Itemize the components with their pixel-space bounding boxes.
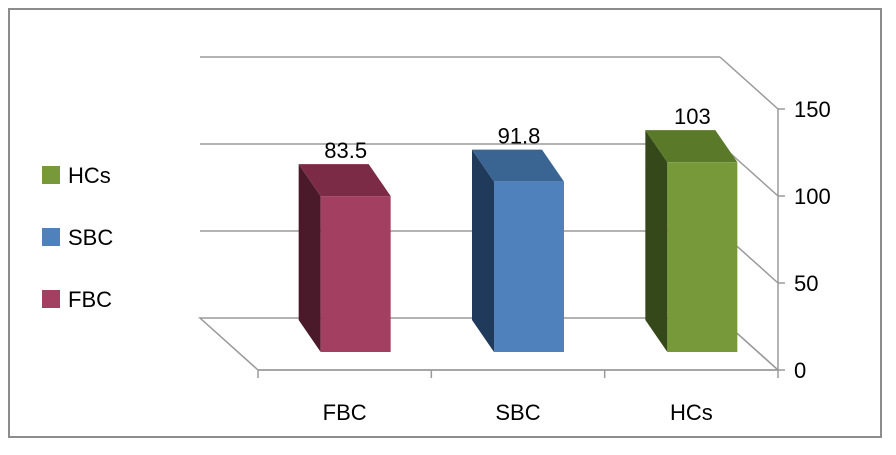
- chart-frame: [8, 8, 882, 438]
- bar-SBC: [494, 181, 564, 352]
- bar-side-HCs: [645, 130, 668, 352]
- legend-swatch-HCs: [42, 166, 60, 184]
- labels-layer: 83.5 FBC 91.8 SBC 103 HCs: [323, 104, 713, 425]
- bar-FBC: [320, 196, 391, 352]
- legend-swatch-SBC: [42, 228, 60, 246]
- bar-HCs: [667, 162, 738, 352]
- legend-label-SBC: SBC: [68, 225, 113, 250]
- y-tick-label-100: 100: [794, 184, 831, 209]
- x-tick-label-SBC: SBC: [495, 400, 540, 425]
- legend-label-HCs: HCs: [68, 163, 111, 188]
- y-tick-label-0: 0: [794, 358, 806, 383]
- x-tick-label-FBC: FBC: [323, 400, 367, 425]
- bar-side-FBC: [298, 164, 321, 352]
- legend-swatch-FBC: [42, 290, 60, 308]
- bar-top-SBC: [472, 149, 564, 182]
- legend-layer: HCs SBC FBC: [42, 163, 113, 312]
- y-tick-label-150: 150: [794, 97, 831, 122]
- axes-layer: 0 50 100 150: [257, 97, 831, 383]
- data-label-FBC: 83.5: [324, 138, 367, 163]
- grid-layer: [198, 56, 780, 371]
- gridline-side-150: [719, 56, 779, 110]
- legend-label-FBC: FBC: [68, 287, 112, 312]
- bars-layer: [298, 130, 738, 352]
- bar-top-HCs: [645, 130, 738, 163]
- y-tick-label-50: 50: [794, 271, 818, 296]
- bar-top-FBC: [298, 164, 391, 197]
- bar-side-SBC: [472, 149, 494, 352]
- data-label-HCs: 103: [674, 104, 711, 129]
- x-tick-label-HCs: HCs: [670, 400, 713, 425]
- data-label-SBC: 91.8: [498, 124, 541, 149]
